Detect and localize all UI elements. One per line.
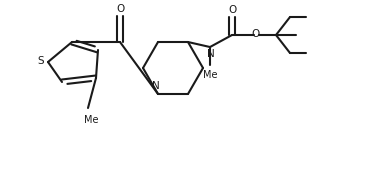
Text: O: O — [251, 29, 259, 39]
Text: Me: Me — [203, 70, 217, 80]
Text: N: N — [207, 49, 215, 59]
Text: S: S — [38, 56, 44, 66]
Text: N: N — [152, 81, 160, 91]
Text: Me: Me — [84, 115, 98, 125]
Text: O: O — [228, 5, 236, 15]
Text: O: O — [116, 4, 124, 14]
